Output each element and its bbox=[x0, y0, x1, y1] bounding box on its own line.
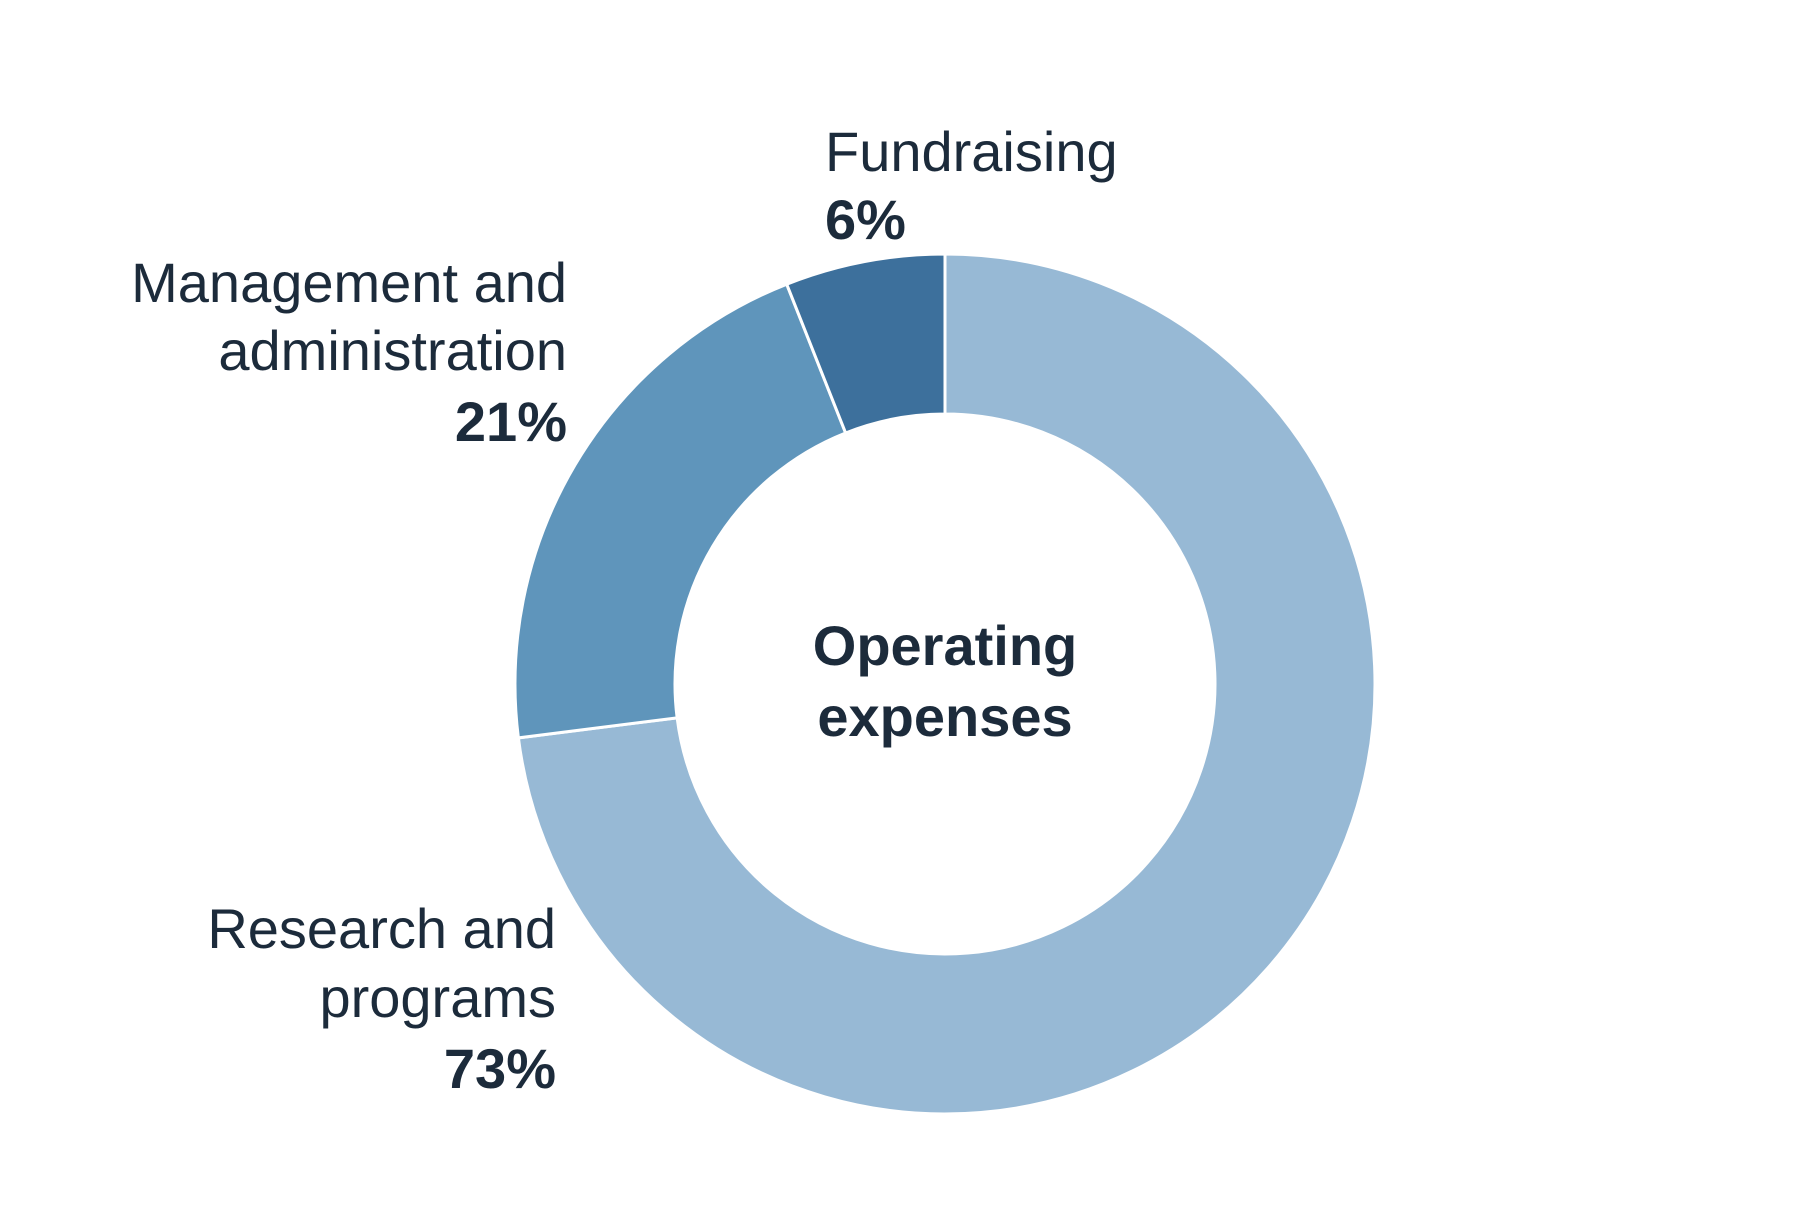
center-label-line-1: Operating bbox=[813, 614, 1077, 677]
donut-slices bbox=[513, 252, 1377, 1116]
label-research: Research and programs 73% bbox=[207, 897, 556, 1100]
slice-value-fundraising: 6% bbox=[825, 188, 906, 251]
label-management: Management and administration 21% bbox=[131, 251, 567, 453]
slice-label-management-line-1: Management and bbox=[131, 251, 567, 314]
slice-research-and-programs bbox=[516, 252, 1377, 1116]
slice-fundraising bbox=[784, 252, 947, 435]
slice-label-fundraising: Fundraising bbox=[825, 120, 1118, 183]
slice-management-and-administration bbox=[513, 282, 848, 740]
slice-value-research: 73% bbox=[444, 1037, 556, 1100]
slice-label-management-line-2: administration bbox=[218, 319, 567, 382]
slice-label-research-line-1: Research and bbox=[207, 897, 556, 960]
slice-value-management: 21% bbox=[455, 390, 567, 453]
center-label-line-2: expenses bbox=[817, 685, 1072, 748]
label-fundraising: Fundraising 6% bbox=[825, 120, 1118, 251]
slice-label-research-line-2: programs bbox=[319, 966, 556, 1029]
center-label: Operating expenses bbox=[813, 614, 1077, 748]
